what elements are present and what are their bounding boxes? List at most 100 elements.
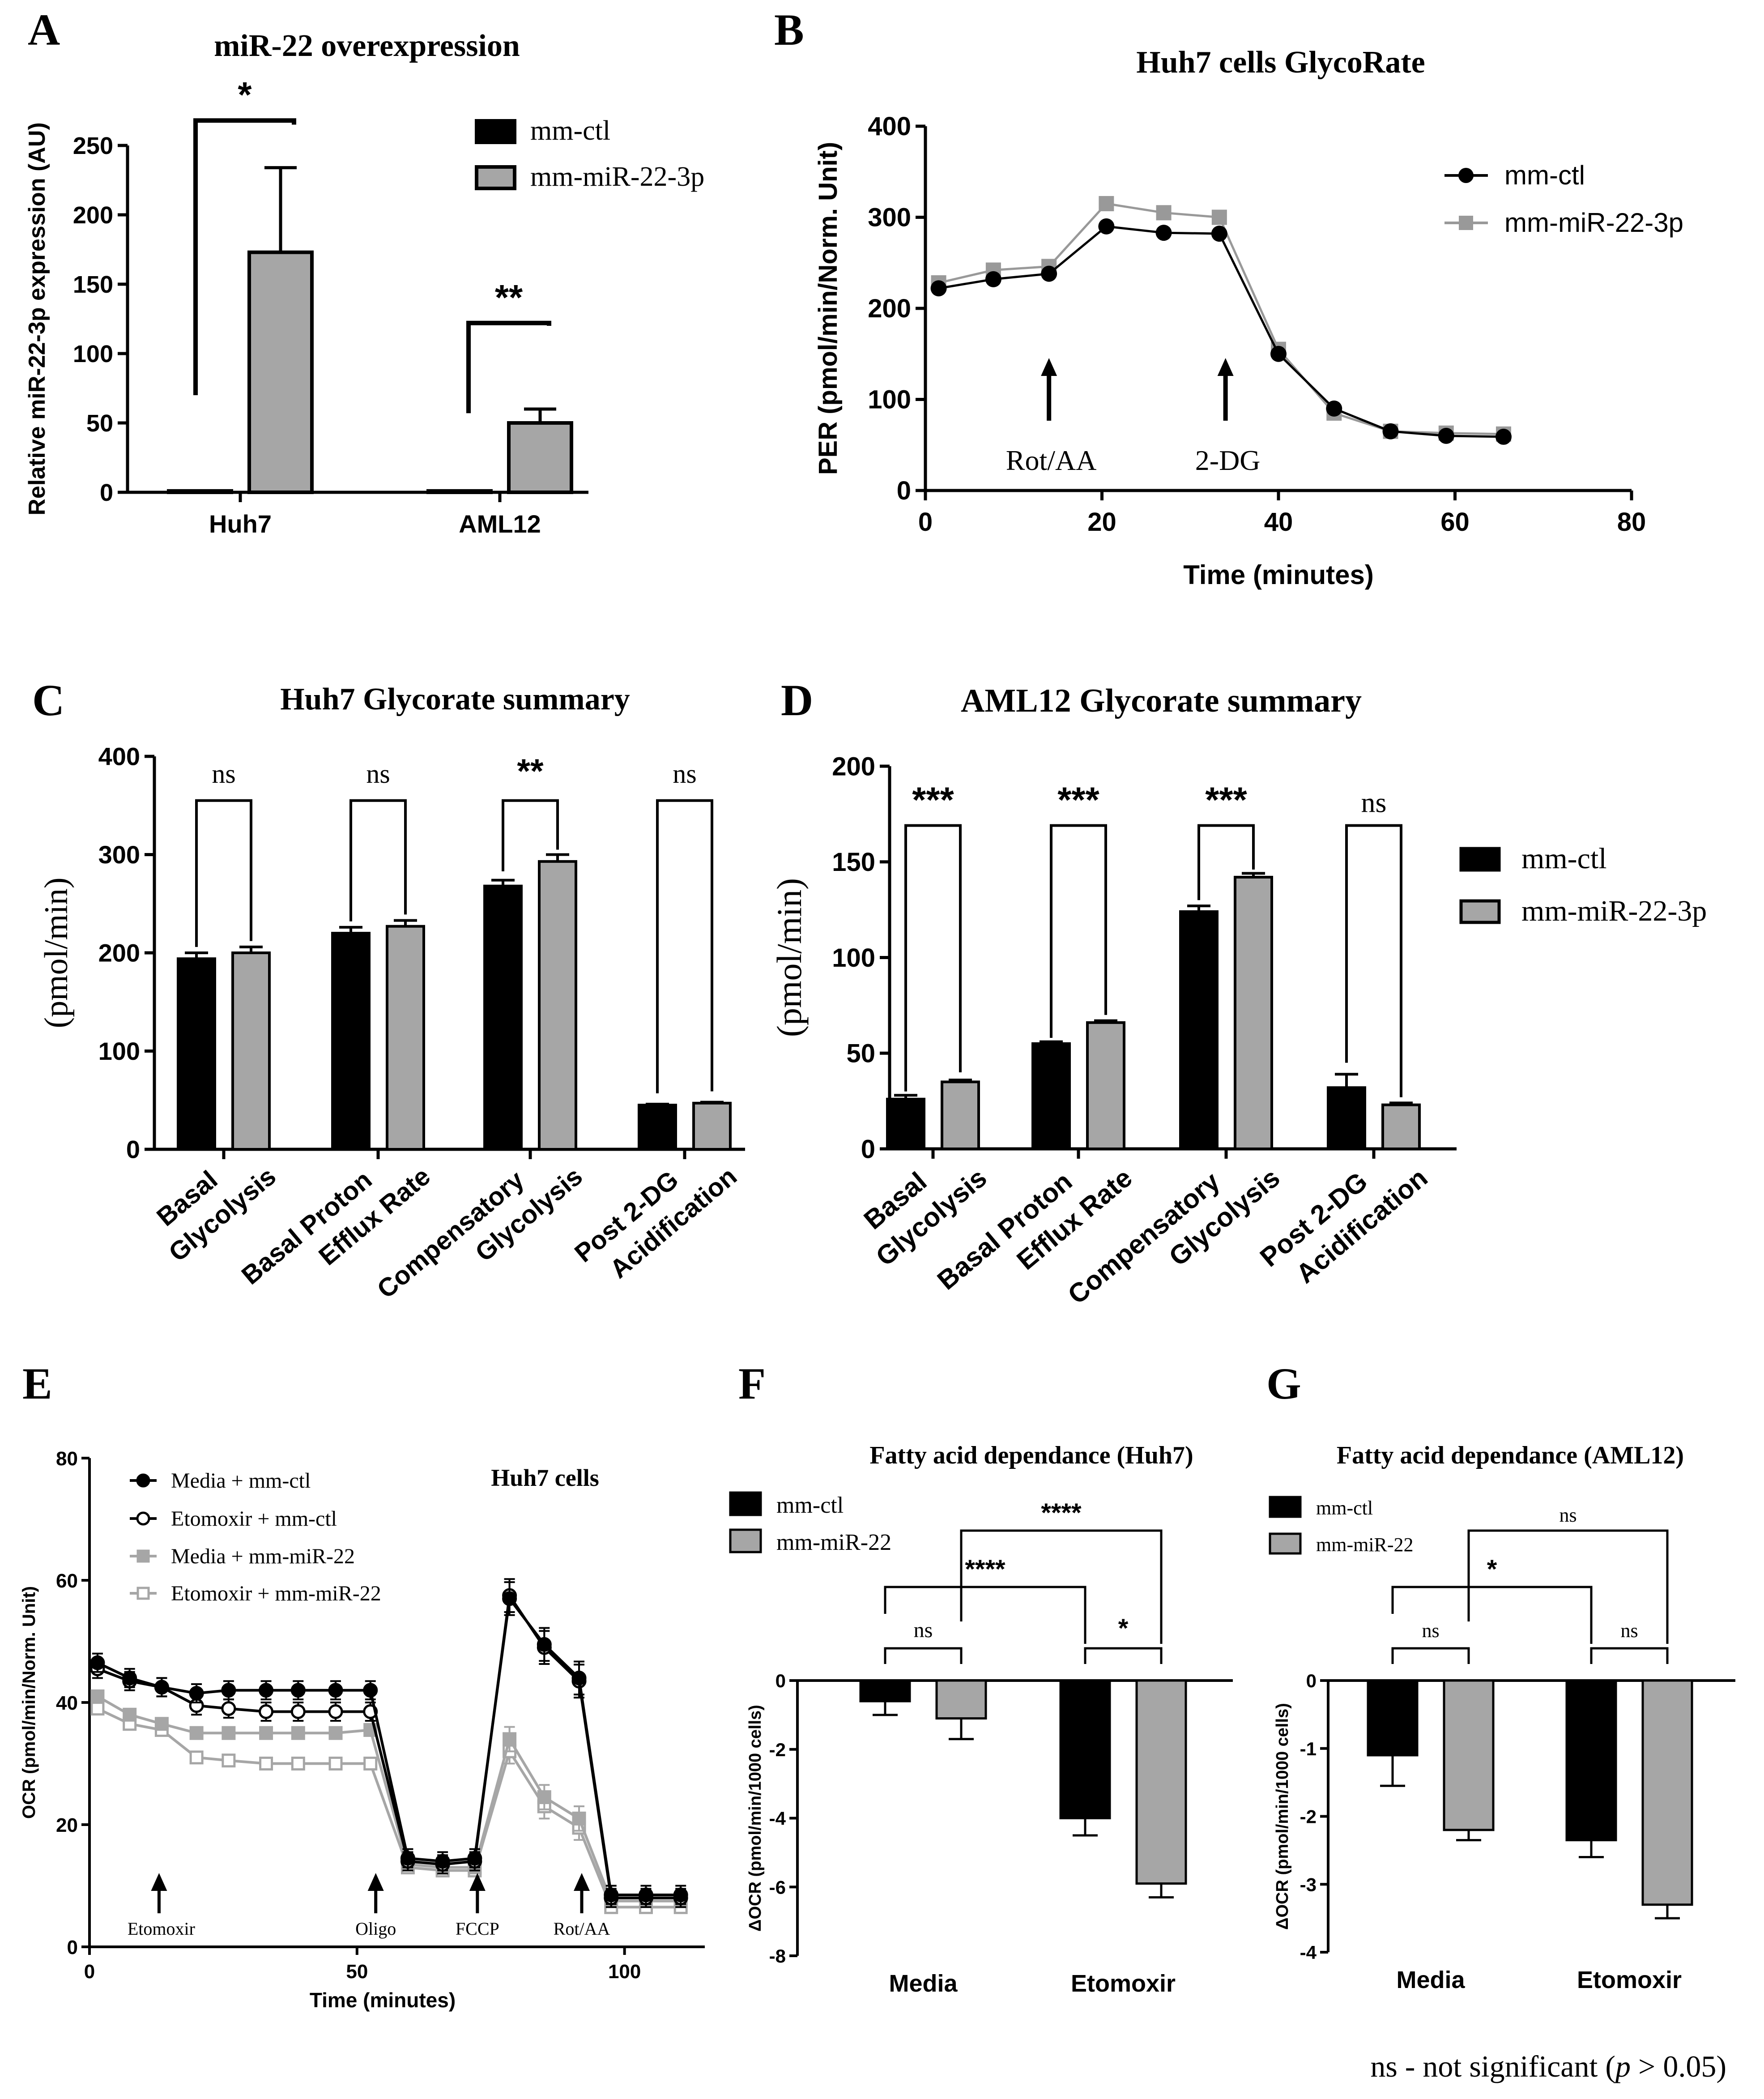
y-tick-label: -2 — [1300, 1806, 1317, 1827]
y-axis-title: ΔOCR (pmol/min/1000 cells) — [746, 1705, 765, 1932]
y-tick-label: -4 — [1300, 1942, 1317, 1963]
significance-bracket-2 — [349, 799, 407, 922]
significance-bracket-4 — [1467, 1529, 1669, 1644]
series-2-point — [221, 1701, 236, 1716]
footnote-tail: > 0.05) — [1631, 2049, 1726, 2083]
series-1-point — [290, 1683, 306, 1698]
significance-bracket-1-label: ns — [1422, 1620, 1439, 1642]
significance-bracket-3 — [1197, 824, 1255, 900]
y-tick-label: 0 — [67, 1937, 78, 1958]
series-4-point — [90, 1702, 105, 1716]
y-tick-label: -6 — [769, 1877, 786, 1898]
annotation-label-3: FCCP — [456, 1919, 499, 1939]
y-tick-label: 250 — [73, 132, 113, 159]
legend-marker-2 — [136, 1511, 150, 1526]
y-tick-label: 200 — [868, 294, 911, 323]
legend-marker-4 — [136, 1587, 150, 1600]
bar-mm-ctl-4 — [1327, 1086, 1366, 1150]
annotation-arrow-2-head — [367, 1873, 384, 1891]
bar-mm-ctl-1 — [167, 489, 233, 495]
annotation-label-1: Etomoxir — [128, 1919, 195, 1939]
significance-bracket-2 — [1084, 1647, 1163, 1664]
series-1-point — [122, 1670, 137, 1685]
panel-letter-a: A — [28, 5, 60, 55]
bar-mm-mir-22-3p-4 — [692, 1101, 732, 1151]
series-1-point — [90, 1655, 105, 1670]
point-mm-mir-22-3p — [1099, 196, 1114, 211]
bar-mm-mir-22-3p-4 — [1381, 1103, 1421, 1151]
series-1-point — [638, 1887, 653, 1903]
bar-mm-ctl-2 — [426, 489, 493, 495]
significance-bracket-2 — [1590, 1647, 1669, 1664]
annotation-label-1: Rot/AA — [1006, 444, 1097, 476]
significance-bracket-1 — [195, 799, 252, 947]
significance-bracket-4-label: ns — [673, 759, 696, 789]
y-axis-title: (pmol/min) — [770, 878, 809, 1037]
series-3-point — [537, 1790, 551, 1805]
y-tick-label: 100 — [832, 943, 875, 973]
panel-a-bar-chart: 0 50 100 150 200 250 Huh7 AML12 Relative miR-22-… — [24, 29, 704, 538]
y-axis-title: Relative miR-22-3p expression (AU) — [24, 122, 50, 516]
y-tick-label: 0 — [100, 479, 113, 506]
series-4-point — [291, 1757, 305, 1770]
y-axis-title: (pmol/min) — [38, 877, 75, 1028]
series-1-point — [435, 1854, 450, 1869]
bar-mm-ctl-1 — [1367, 1679, 1419, 1757]
bar-mm-mir-22-1 — [935, 1679, 987, 1720]
legend-swatch-mm-ctl — [1269, 1496, 1302, 1518]
x-category-label: Etomoxir — [1071, 1970, 1176, 1997]
y-tick-label: 400 — [868, 112, 911, 141]
series-4-point — [222, 1753, 236, 1768]
significance-bracket-2-label: *** — [1057, 780, 1099, 820]
x-tick-label: 50 — [346, 1961, 368, 1983]
point-mm-ctl — [1438, 427, 1454, 444]
series-2-point — [290, 1704, 306, 1719]
y-tick-label: 200 — [98, 939, 140, 967]
x-axis-title: Time (minutes) — [1183, 560, 1374, 590]
series-1-point — [328, 1683, 343, 1698]
significance-bracket-3 — [1391, 1586, 1593, 1644]
significance-bracket-huh7-label: * — [238, 75, 252, 115]
bar-mm-ctl-1 — [859, 1679, 911, 1702]
significance-bracket-3-label: ** — [517, 752, 544, 790]
legend-swatch-mm-mir-22 — [1269, 1532, 1302, 1555]
series-1-point — [467, 1851, 482, 1866]
x-tick-label: 0 — [918, 508, 933, 537]
y-tick-label: 0 — [1306, 1670, 1317, 1691]
point-mm-ctl — [1098, 218, 1115, 235]
y-tick-label: 0 — [897, 476, 911, 505]
series-1-point — [537, 1637, 552, 1652]
y-tick-label: 100 — [73, 341, 113, 367]
legend-label-mm-ctl: mm-ctl — [776, 1493, 844, 1518]
bar-mm-mir-22-3p-3 — [1234, 875, 1273, 1150]
series-1-point — [502, 1591, 517, 1606]
y-tick-label: 50 — [86, 410, 113, 437]
series-1-point — [189, 1686, 204, 1701]
point-mm-ctl — [1211, 226, 1227, 242]
point-mm-mir-22-3p — [1156, 205, 1172, 221]
bar-mm-mir-22-3p-2 — [507, 421, 573, 494]
annotation-label-2: Oligo — [355, 1919, 396, 1939]
y-tick-label: 200 — [832, 752, 875, 781]
series-3-point — [259, 1726, 273, 1740]
point-mm-ctl — [930, 280, 947, 297]
y-tick-label: 400 — [98, 742, 140, 771]
legend-swatch-mm-mir-22 — [729, 1528, 762, 1553]
annotation-label-4: Rot/AA — [554, 1919, 610, 1939]
x-category-label: Media — [1396, 1967, 1465, 1993]
panel-letter-d: D — [781, 675, 813, 725]
y-tick-label: 300 — [98, 840, 140, 869]
series-1-point — [571, 1670, 587, 1685]
point-mm-mir-22-3p — [1211, 209, 1227, 225]
significance-bracket-2-label: ns — [1620, 1620, 1638, 1642]
legend-swatch-mm-ctl — [729, 1491, 762, 1516]
y-tick-label: 100 — [98, 1037, 140, 1065]
series-1-point — [154, 1680, 169, 1695]
point-mm-ctl — [1270, 346, 1287, 362]
y-tick-label: 20 — [56, 1814, 78, 1836]
x-tick-label: 0 — [84, 1961, 95, 1983]
series-3-point — [328, 1726, 343, 1740]
series-4-point — [328, 1757, 343, 1770]
